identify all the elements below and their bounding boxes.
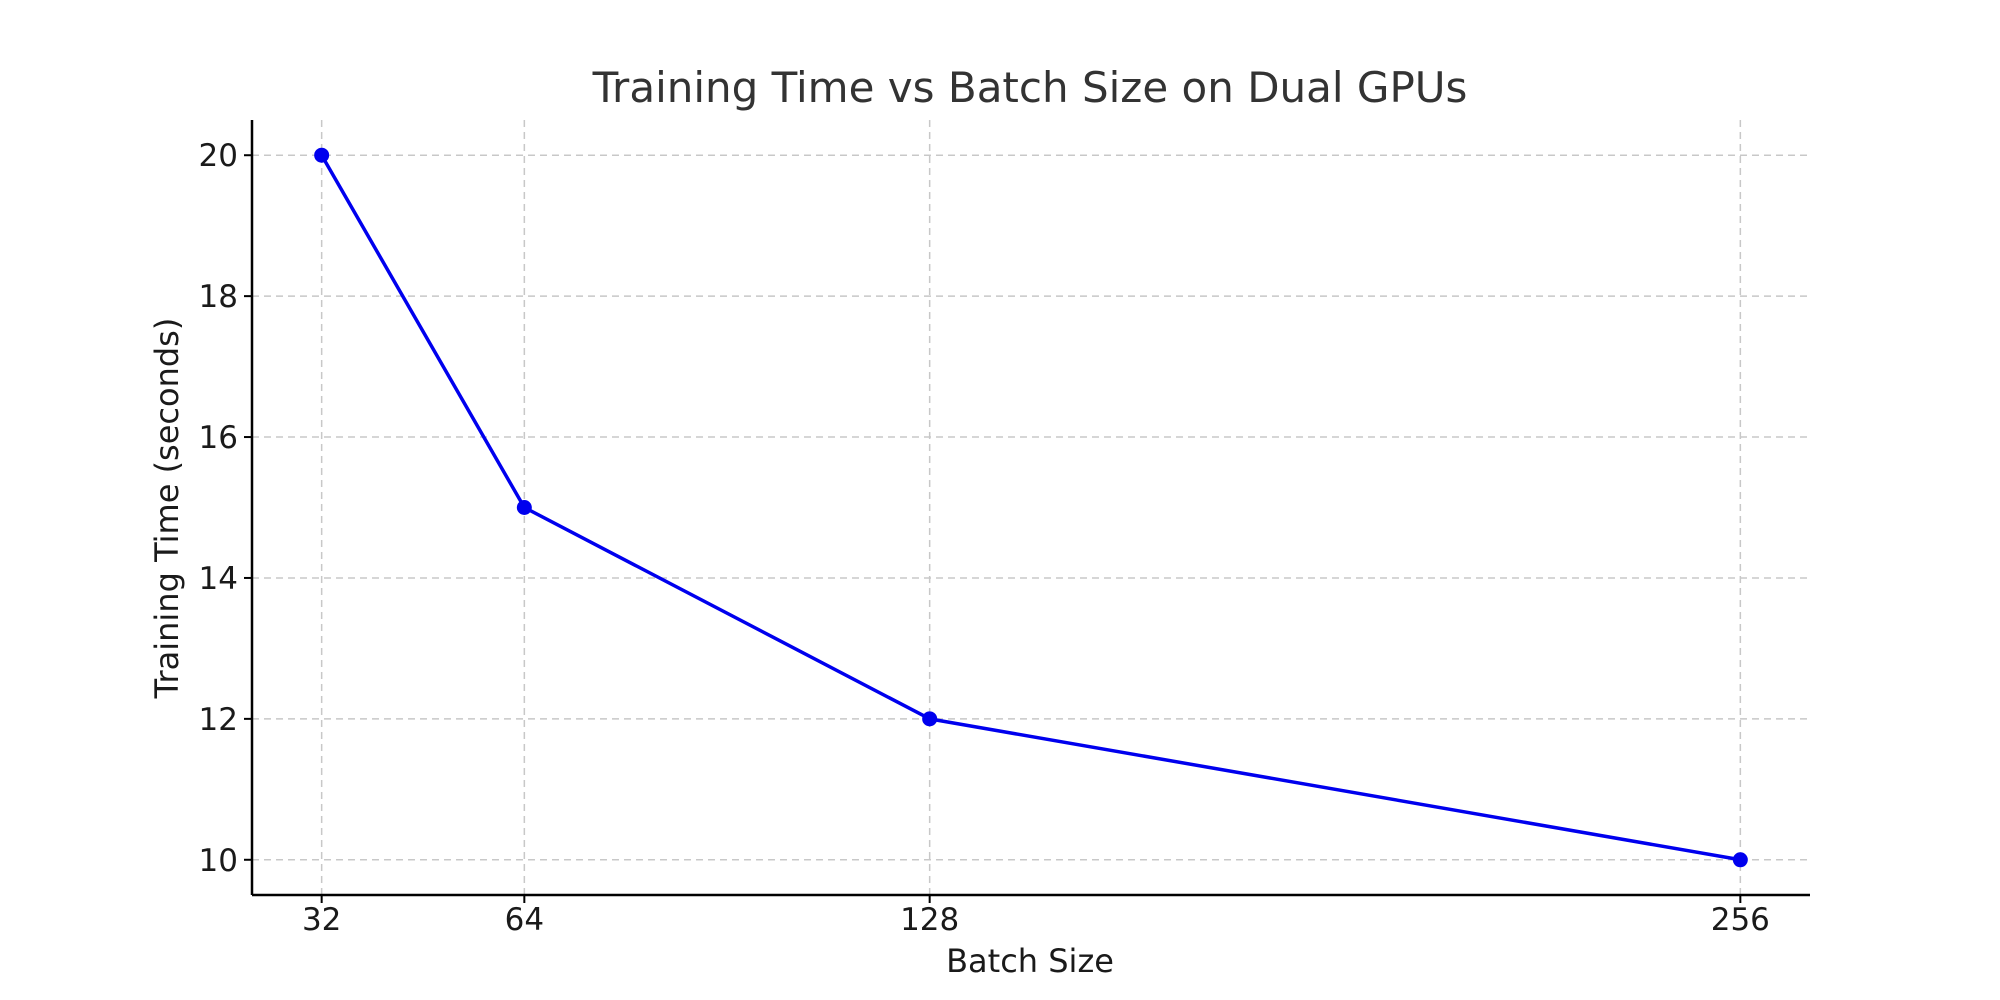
data-point-0 [314, 147, 330, 163]
tick-labels: 32 64 128 256 10 12 14 16 18 20 [199, 138, 1770, 938]
data-point-2 [922, 711, 938, 727]
grid-lines [252, 120, 1810, 895]
chart-title: Training Time vs Batch Size on Dual GPUs [592, 63, 1468, 112]
x-tick-label-2: 128 [900, 902, 959, 938]
x-axis-label: Batch Size [946, 942, 1114, 980]
y-tick-label-2: 14 [199, 561, 238, 597]
data-point-3 [1732, 852, 1748, 868]
series-layer [314, 147, 1748, 868]
y-tick-label-3: 16 [199, 420, 238, 456]
x-tick-label-1: 64 [505, 902, 544, 938]
y-axis-label: Training Time (seconds) [148, 318, 186, 700]
y-tick-label-5: 20 [199, 138, 238, 174]
x-tick-label-0: 32 [302, 902, 341, 938]
y-tick-label-1: 12 [199, 702, 238, 738]
x-tick-label-3: 256 [1711, 902, 1770, 938]
y-tick-label-0: 10 [199, 843, 238, 879]
data-point-1 [516, 500, 532, 515]
axes [244, 120, 1810, 903]
series-line-0 [320, 154, 1741, 862]
y-tick-label-4: 18 [199, 279, 238, 315]
